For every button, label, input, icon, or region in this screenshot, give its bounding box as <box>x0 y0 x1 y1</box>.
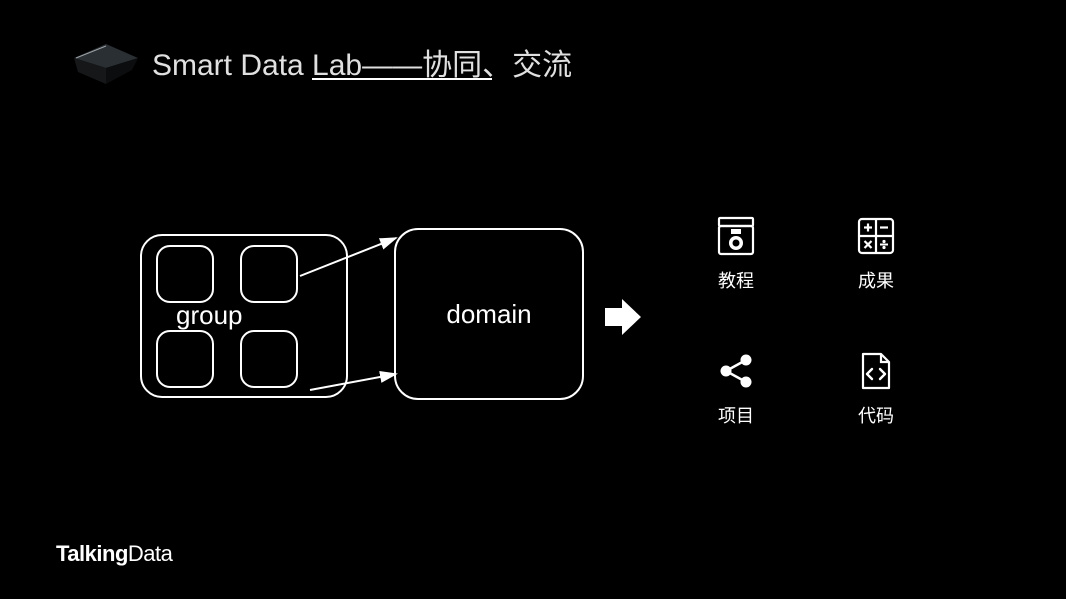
feature-label: 成果 <box>858 267 894 293</box>
group-cell <box>240 245 298 303</box>
share-icon <box>715 350 757 392</box>
feature-results: 成果 <box>855 215 897 293</box>
feature-label: 代码 <box>858 402 894 428</box>
feature-project: 项目 <box>715 350 757 428</box>
group-cell <box>156 245 214 303</box>
group-cell <box>240 330 298 388</box>
domain-box: domain <box>394 228 584 400</box>
big-arrow-icon <box>602 296 644 338</box>
camera-book-icon <box>715 215 757 257</box>
calculator-icon <box>855 215 897 257</box>
footer-brand: TalkingData <box>56 541 172 567</box>
code-file-icon <box>855 350 897 392</box>
domain-label: domain <box>446 299 531 330</box>
title-underline <box>312 78 492 80</box>
group-cell <box>156 330 214 388</box>
feature-code: 代码 <box>855 350 897 428</box>
logo-glyph-icon <box>70 38 140 86</box>
feature-label: 项目 <box>718 402 754 428</box>
group-label: group <box>176 300 243 331</box>
feature-tutorial: 教程 <box>715 215 757 293</box>
feature-label: 教程 <box>718 267 754 293</box>
